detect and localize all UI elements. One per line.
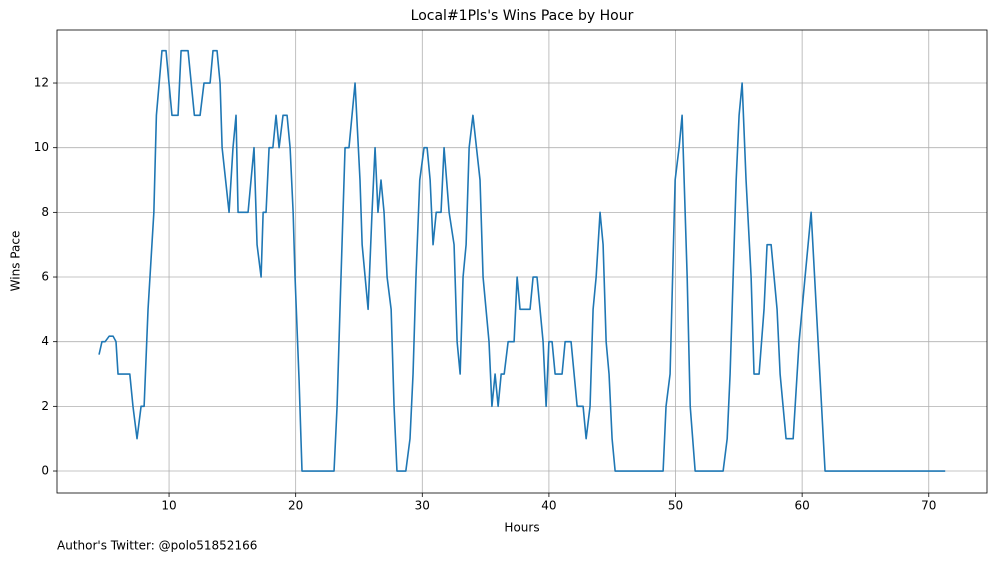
y-axis-label: Wins Pace bbox=[9, 231, 23, 292]
x-axis-label: Hours bbox=[504, 521, 539, 535]
plot-frame bbox=[56, 29, 988, 494]
y-tick-label: 12 bbox=[34, 76, 49, 90]
line-series bbox=[98, 49, 946, 472]
x-tick-label: 30 bbox=[415, 499, 430, 513]
x-tick-label: 20 bbox=[288, 499, 303, 513]
x-tick-label: 60 bbox=[794, 499, 809, 513]
y-tick-label: 8 bbox=[41, 205, 49, 219]
y-tick-label: 10 bbox=[34, 140, 49, 154]
y-tick-label: 0 bbox=[41, 464, 49, 478]
chart-title: Local#1Pls's Wins Pace by Hour bbox=[411, 8, 634, 24]
y-tick-label: 6 bbox=[41, 270, 49, 284]
footnote: Author's Twitter: @polo51852166 bbox=[57, 539, 257, 553]
x-tick-label: 70 bbox=[921, 499, 936, 513]
y-tick-label: 4 bbox=[41, 334, 49, 348]
x-tick-label: 40 bbox=[541, 499, 556, 513]
y-tick-label: 2 bbox=[41, 399, 49, 413]
x-tick-label: 50 bbox=[668, 499, 683, 513]
x-tick-label: 10 bbox=[161, 499, 176, 513]
